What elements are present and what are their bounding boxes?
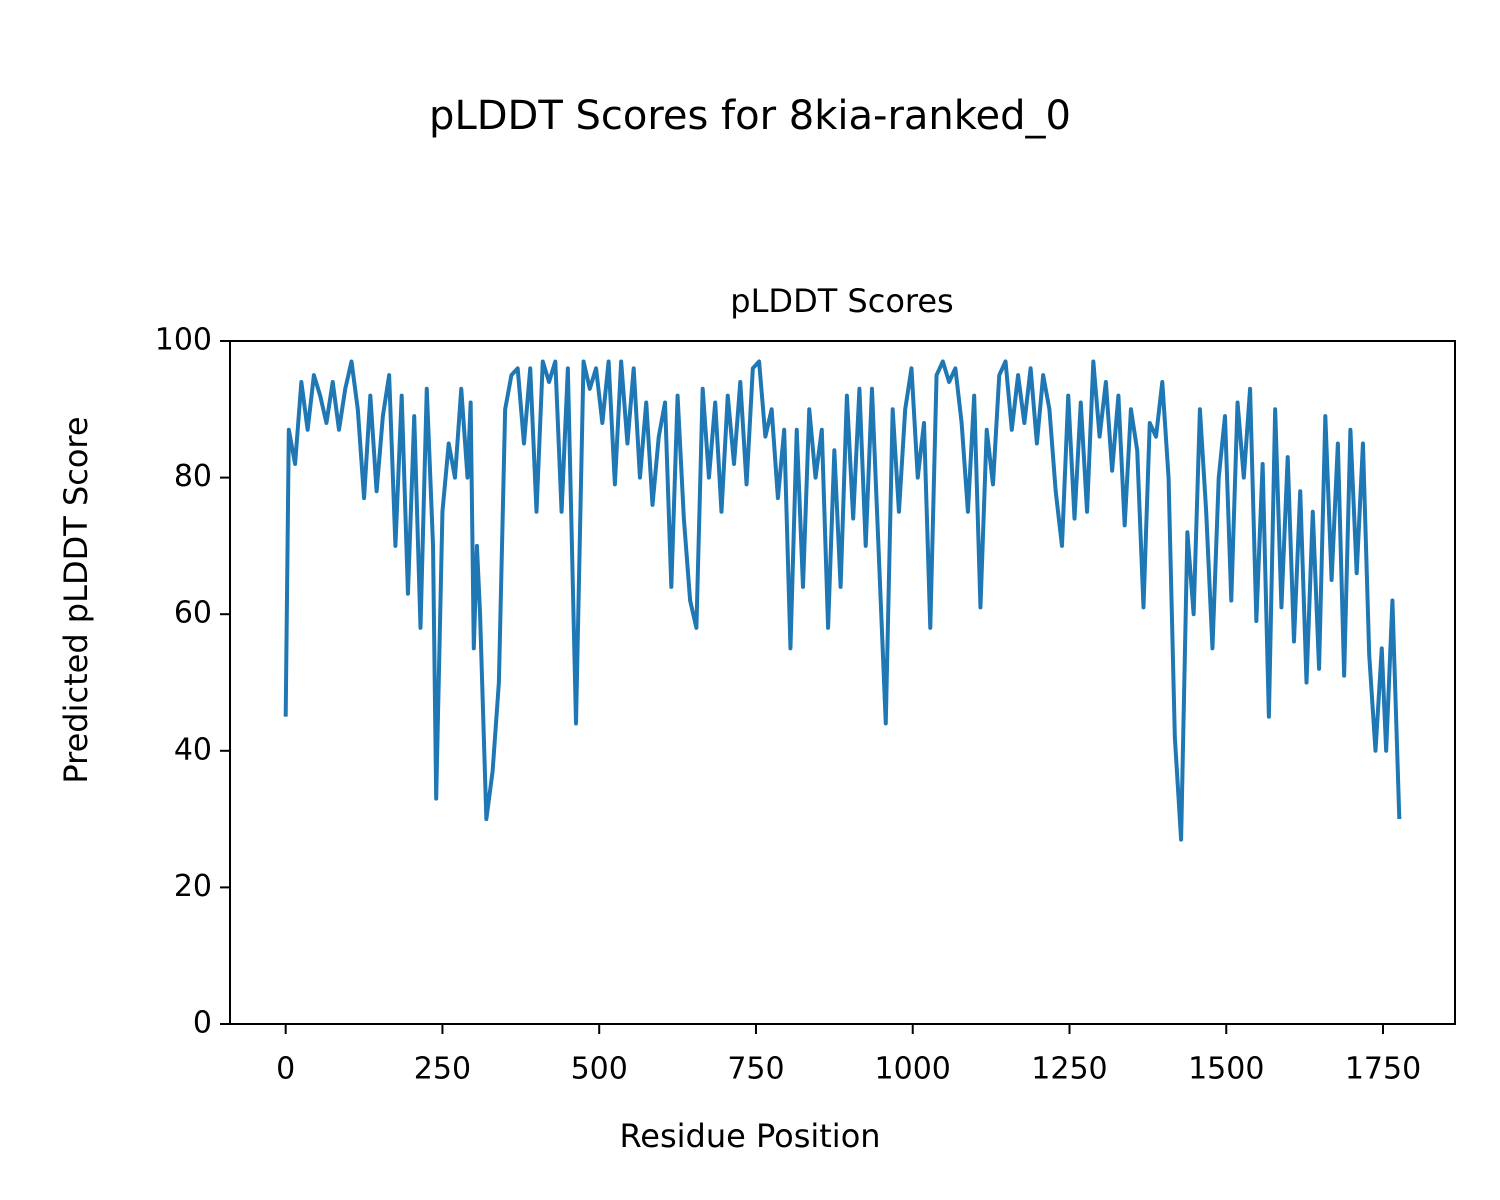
y-tick-label: 80	[174, 459, 212, 494]
chart-title: pLDDT Scores for 8kia-ranked_0	[429, 93, 1071, 139]
x-axis-label: Residue Position	[619, 1117, 880, 1155]
data-line	[283, 359, 1402, 842]
y-tick-label: 40	[174, 732, 212, 767]
axes-title: pLDDT Scores	[730, 282, 953, 320]
x-tick-label: 1500	[1188, 1052, 1264, 1087]
y-axis-label: Predicted pLDDT Score	[57, 416, 95, 783]
x-tick-label: 1000	[875, 1052, 951, 1087]
y-tick-label: 100	[155, 323, 212, 358]
x-tick-label: 1750	[1345, 1052, 1421, 1087]
x-tick-label: 250	[414, 1052, 471, 1087]
y-tick-label: 0	[193, 1006, 212, 1041]
y-tick-label: 60	[174, 596, 212, 631]
y-tick-label: 20	[174, 869, 212, 904]
plot-frame	[229, 340, 1456, 1025]
x-tick-label: 1250	[1031, 1052, 1107, 1087]
x-tick-label: 750	[727, 1052, 784, 1087]
x-tick-label: 0	[276, 1052, 295, 1087]
x-tick-label: 500	[571, 1052, 628, 1087]
